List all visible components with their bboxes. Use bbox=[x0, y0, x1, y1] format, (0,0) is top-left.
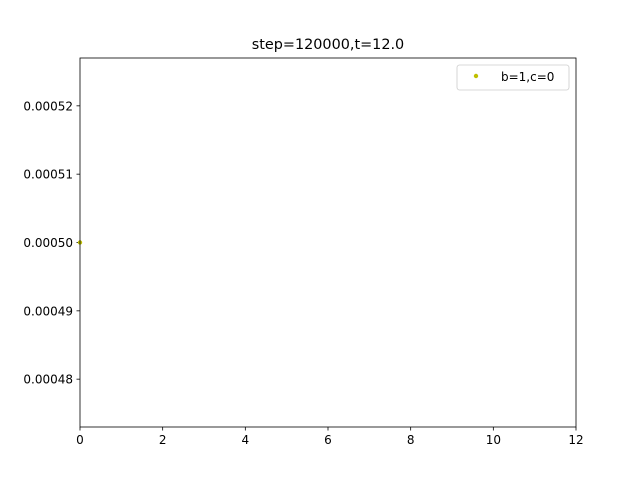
y-tick-label: 0.00048 bbox=[23, 373, 73, 387]
x-tick-label: 12 bbox=[568, 433, 583, 447]
y-tick-label: 0.00052 bbox=[23, 99, 73, 113]
x-axis-ticks: 0 2 4 6 8 10 12 bbox=[76, 427, 584, 447]
plot-area bbox=[80, 58, 576, 427]
x-tick-label: 6 bbox=[324, 433, 332, 447]
legend-marker-b1-c0 bbox=[473, 73, 479, 79]
x-tick-label: 8 bbox=[407, 433, 415, 447]
y-axis-ticks: 0.00048 0.00049 0.00050 0.00051 0.00052 bbox=[23, 99, 80, 387]
chart-title: step=120000,t=12.0 bbox=[252, 37, 404, 53]
y-tick-label: 0.00051 bbox=[23, 168, 73, 182]
y-tick-label: 0.00049 bbox=[23, 304, 73, 318]
y-tick-label: 0.00050 bbox=[23, 236, 73, 250]
x-tick-label: 10 bbox=[486, 433, 501, 447]
legend: b=1,c=0 bbox=[456, 64, 570, 91]
legend-box bbox=[456, 64, 570, 91]
x-tick-label: 4 bbox=[242, 433, 250, 447]
x-tick-label: 2 bbox=[159, 433, 167, 447]
x-tick-label: 0 bbox=[76, 433, 84, 447]
plot-frame bbox=[79, 57, 577, 428]
legend-label-b1-c0: b=1,c=0 bbox=[501, 70, 554, 84]
